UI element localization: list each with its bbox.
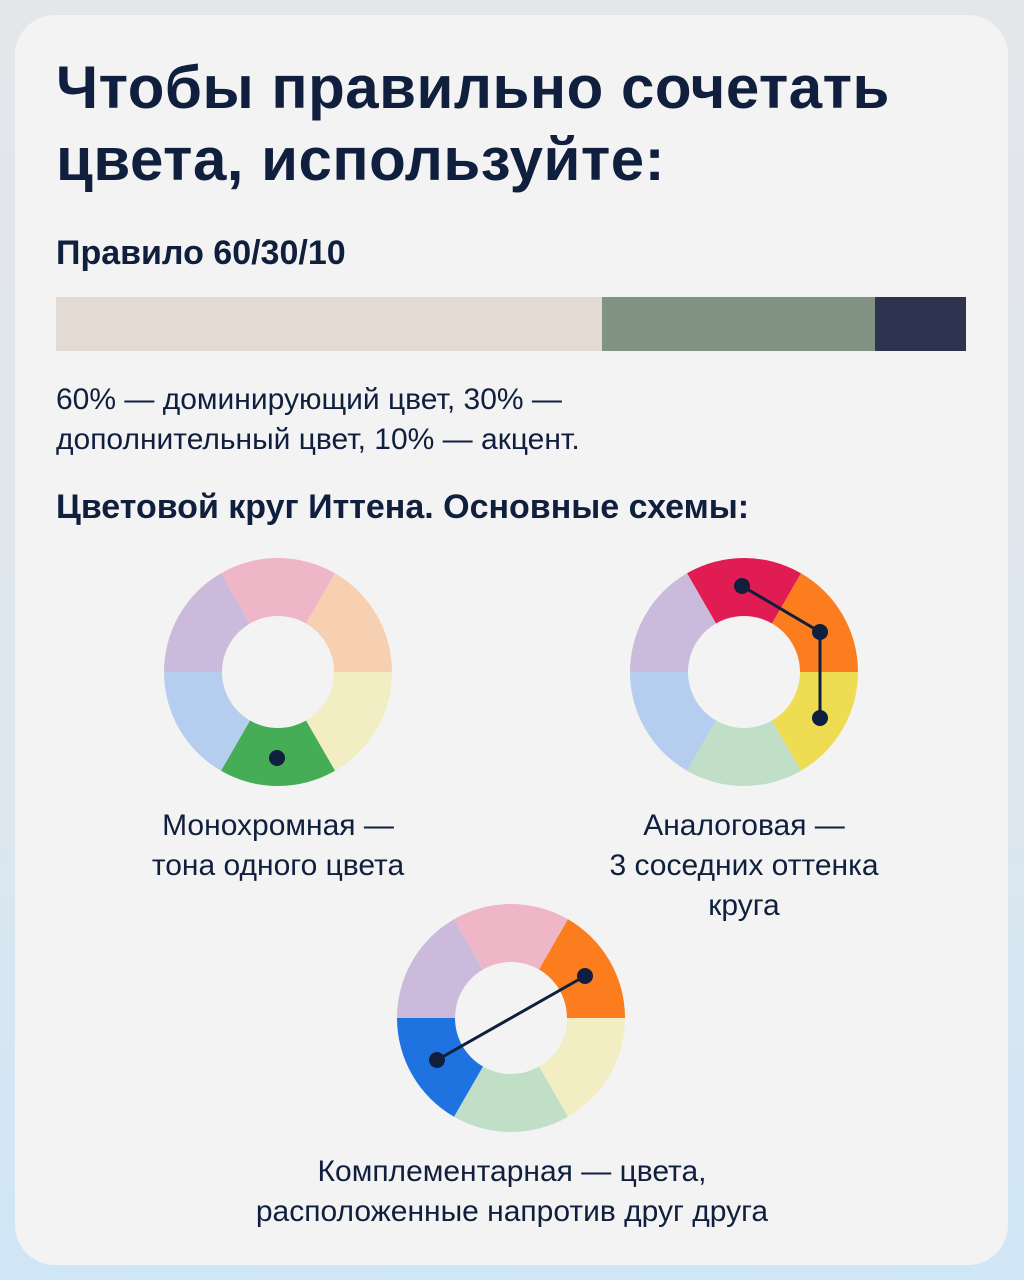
caption-complementary: Комплементарная — цвета, расположенные н… xyxy=(112,1152,912,1232)
wheel-segment-bottom xyxy=(687,720,801,786)
connector-line xyxy=(436,974,586,1062)
rule-description-line-1: 60% — доминирующий цвет, 30% — xyxy=(56,383,562,416)
marker-dot xyxy=(269,750,285,766)
caption-line: Монохромная — xyxy=(162,809,394,842)
wheel-complementary xyxy=(397,904,625,1133)
wheel-monochrome xyxy=(164,558,392,786)
wheel-segment-top-right xyxy=(306,573,392,672)
wheel-segment-bottom xyxy=(454,1066,568,1133)
wheel-segment-bottom-right xyxy=(539,1018,625,1117)
caption-line: Комплементарная — цвета, xyxy=(317,1155,707,1188)
wheel-segment-top-left xyxy=(397,919,483,1018)
marker-dot xyxy=(577,968,593,984)
caption-analogous: Аналоговая — 3 соседних оттенка круга xyxy=(544,806,944,926)
caption-line: круга xyxy=(708,889,780,922)
wheel-segment-top-left xyxy=(630,573,716,672)
marker-dot xyxy=(812,710,828,726)
bar-segment-dominant xyxy=(56,297,602,351)
caption-line: расположенные напротив друг друга xyxy=(255,1195,769,1228)
wheel-heading: Цветовой круг Иттена. Основные схемы: xyxy=(56,488,750,526)
page-title: Чтобы правильно сочетать цвета, использу… xyxy=(56,52,890,196)
wheel-segment-top-left xyxy=(164,573,250,672)
caption-line: Аналоговая — xyxy=(643,809,845,842)
rule-description-line-2: дополнительный цвет, 10% — акцент. xyxy=(56,423,580,456)
marker-dot xyxy=(429,1052,445,1068)
caption-line: тона одного цвета xyxy=(151,849,405,882)
marker-dot xyxy=(734,578,750,594)
title-line-1: Чтобы правильно сочетать xyxy=(56,54,890,121)
bar-segment-accent xyxy=(875,297,966,351)
wheel-segment-top xyxy=(221,558,335,624)
wheel-analogous xyxy=(630,558,858,786)
wheel-segment-bottom-left xyxy=(630,672,716,771)
wheel-segment-top xyxy=(454,904,568,970)
proportion-bar xyxy=(56,297,966,351)
title-line-2: цвета, используйте: xyxy=(56,126,666,193)
caption-monochrome: Монохромная — тона одного цвета xyxy=(78,806,478,886)
wheel-segment-bottom-left xyxy=(164,672,250,771)
wheel-segment-bottom-right xyxy=(306,672,392,771)
bar-segment-secondary xyxy=(602,297,875,351)
rule-description: 60% — доминирующий цвет, 30% — дополните… xyxy=(56,380,580,460)
marker-dot xyxy=(812,624,828,640)
caption-line: 3 соседних оттенка xyxy=(609,849,879,882)
wheel-segment-top-right xyxy=(772,573,858,672)
rule-heading: Правило 60/30/10 xyxy=(56,234,346,272)
